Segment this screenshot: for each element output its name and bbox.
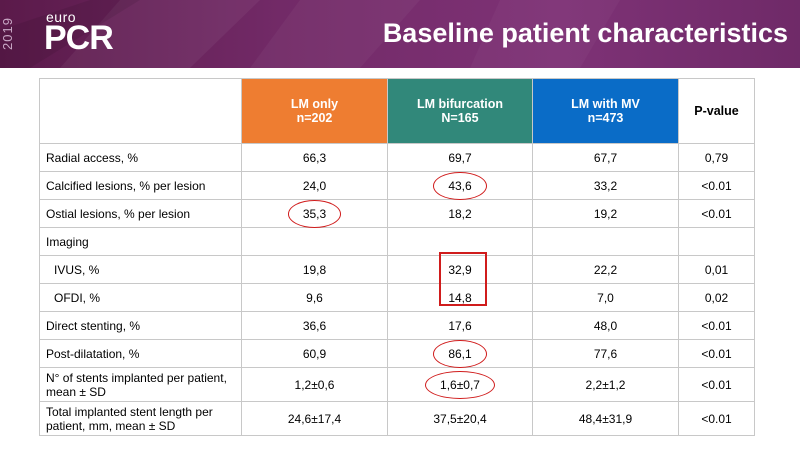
cell-lm-bifurcation: 32,9 (387, 255, 533, 284)
cell-p-value: <0.01 (678, 339, 755, 368)
row-label: OFDI, % (39, 283, 242, 312)
cell-lm-bifurcation: 37,5±20,4 (387, 401, 533, 436)
cell-lm-bifurcation: 69,7 (387, 143, 533, 172)
cell-lm-mv (532, 227, 679, 256)
row-label: Direct stenting, % (39, 311, 242, 340)
header-lm-mv-label: LM with MV (571, 97, 640, 111)
cell-lm-mv: 48,0 (532, 311, 679, 340)
highlighted-value: 86,1 (433, 339, 487, 368)
table-row: Ostial lesions, % per lesion 35,3 18,2 1… (39, 199, 755, 228)
row-label: Ostial lesions, % per lesion (39, 199, 242, 228)
cell-p-value: <0.01 (678, 367, 755, 402)
cell-lm-only: 19,8 (241, 255, 388, 284)
row-label: Calcified lesions, % per lesion (39, 171, 242, 200)
cell-lm-only-highlight: 35,3 (241, 199, 388, 228)
logo-euro: euro (46, 9, 77, 25)
cell-lm-bifurcation: 17,6 (387, 311, 533, 340)
cell-lm-bifurcation-highlight: 1,6±0,7 (387, 367, 533, 402)
cell-lm-bifurcation: 14,8 (387, 283, 533, 312)
row-label: IVUS, % (39, 255, 242, 284)
cell-p-value: <0.01 (678, 171, 755, 200)
header-lm-mv-n: n=473 (587, 111, 624, 125)
highlighted-value: 35,3 (287, 199, 342, 228)
table-row: Total implanted stent length per patient… (39, 401, 755, 436)
cell-lm-mv: 48,4±31,9 (532, 401, 679, 436)
row-label: Imaging (39, 227, 242, 256)
row-label: Radial access, % (39, 143, 242, 172)
cell-p-value: 0,01 (678, 255, 755, 284)
row-label: N° of stents implanted per patient, mean… (39, 367, 242, 402)
cell-lm-only: 24,0 (241, 171, 388, 200)
header-lm-only-n: n=202 (296, 111, 333, 125)
header-p-value: P-value (678, 78, 755, 144)
header-lm-only: LM only n=202 (241, 78, 388, 144)
cell-p-value: <0.01 (678, 199, 755, 228)
cell-lm-bifurcation (387, 227, 533, 256)
row-label: Total implanted stent length per patient… (39, 401, 242, 436)
header-row: LM only n=202 LM bifurcation N=165 LM wi… (39, 78, 755, 144)
value-text: 43,6 (448, 178, 472, 193)
header-lm-only-label: LM only (290, 97, 339, 111)
header-lm-mv: LM with MV n=473 (532, 78, 679, 144)
characteristics-table-wrap: LM only n=202 LM bifurcation N=165 LM wi… (39, 78, 755, 436)
table-row: Calcified lesions, % per lesion 24,0 43,… (39, 171, 755, 200)
cell-lm-mv: 67,7 (532, 143, 679, 172)
cell-lm-only: 36,6 (241, 311, 388, 340)
table-row: Post-dilatation, % 60,9 86,1 77,6 <0.01 (39, 339, 755, 368)
slide-title: Baseline patient characteristics (382, 18, 788, 48)
cell-p-value: 0,79 (678, 143, 755, 172)
header-lm-bifurcation-label: LM bifurcation (416, 97, 504, 111)
value-text: 1,6±0,7 (440, 377, 480, 392)
table-row: Imaging (39, 227, 755, 256)
header-lm-bifurcation-n: N=165 (441, 111, 479, 125)
highlighted-value: 43,6 (433, 171, 487, 200)
header-p-value-label: P-value (694, 104, 739, 118)
cell-p-value: <0.01 (678, 401, 755, 436)
cell-lm-bifurcation: 18,2 (387, 199, 533, 228)
cell-p-value: 0,02 (678, 283, 755, 312)
cell-lm-only: 60,9 (241, 339, 388, 368)
logo-year: 2019 (0, 17, 15, 51)
cell-lm-mv: 7,0 (532, 283, 679, 312)
characteristics-table: LM only n=202 LM bifurcation N=165 LM wi… (39, 78, 755, 436)
table-row: IVUS, % 19,8 32,9 22,2 0,01 (39, 255, 755, 284)
row-label: Post-dilatation, % (39, 339, 242, 368)
cell-lm-mv: 77,6 (532, 339, 679, 368)
value-text: 35,3 (302, 206, 327, 221)
banner-decoration (0, 0, 420, 68)
cell-lm-only (241, 227, 388, 256)
cell-lm-only: 1,2±0,6 (241, 367, 388, 402)
cell-lm-only: 24,6±17,4 (241, 401, 388, 436)
cell-p-value: <0.01 (678, 311, 755, 340)
cell-lm-only: 9,6 (241, 283, 388, 312)
logo-pcr: PCR (44, 19, 114, 57)
table-row: Direct stenting, % 36,6 17,6 48,0 <0.01 (39, 311, 755, 340)
highlighted-value: 1,6±0,7 (425, 370, 495, 399)
cell-lm-mv: 2,2±1,2 (532, 367, 679, 402)
cell-lm-mv: 33,2 (532, 171, 679, 200)
cell-lm-bifurcation-highlight: 86,1 (387, 339, 533, 368)
header-blank (39, 78, 242, 144)
cell-lm-only: 66,3 (241, 143, 388, 172)
value-text: 86,1 (448, 346, 472, 361)
header-banner: 2019 euro PCR Baseline patient character… (0, 0, 800, 68)
cell-lm-bifurcation-highlight: 43,6 (387, 171, 533, 200)
table-row: OFDI, % 9,6 14,8 7,0 0,02 (39, 283, 755, 312)
header-lm-bifurcation: LM bifurcation N=165 (387, 78, 533, 144)
table-row: Radial access, % 66,3 69,7 67,7 0,79 (39, 143, 755, 172)
cell-lm-mv: 22,2 (532, 255, 679, 284)
cell-p-value (678, 227, 755, 256)
table-row: N° of stents implanted per patient, mean… (39, 367, 755, 402)
cell-lm-mv: 19,2 (532, 199, 679, 228)
